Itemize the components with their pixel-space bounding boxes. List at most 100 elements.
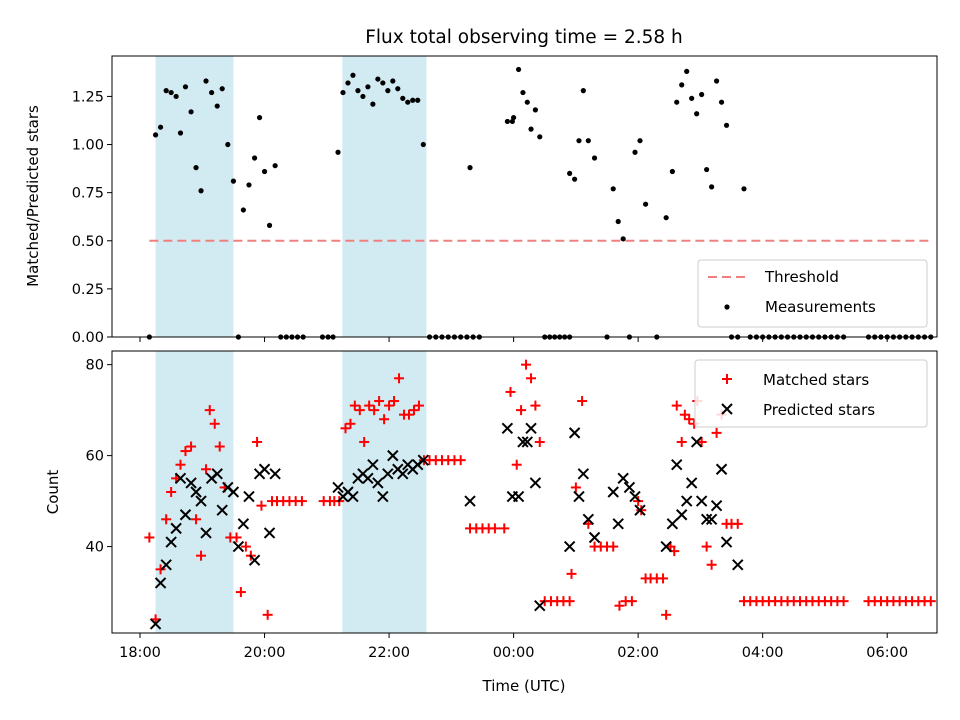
predicted-star-point [577,468,590,480]
predicted-star-point [372,477,384,489]
y-tick-label: 0.00 [72,330,104,346]
matched-star-point [408,405,419,416]
legend-threshold-label: Threshold [764,268,839,286]
matched-star-point [696,436,707,447]
measurement-point [723,122,730,128]
measurement-point [266,222,273,228]
measurement-point [240,207,246,213]
measurement-point [415,97,421,103]
measurement-point [643,201,649,207]
predicted-star-point [525,422,537,435]
predicted-star-point [501,422,514,435]
matched-star-point [658,573,669,584]
predicted-star-point [200,527,212,539]
matched-star-point [296,496,307,507]
chart-title: Flux total observing time = 2.58 h [365,27,683,48]
matched-star-point [577,396,588,407]
measurement-point [580,88,586,94]
predicted-star-point [680,495,693,507]
legend-top: Threshold Measurements [697,259,928,328]
predicted-star-point [362,472,374,485]
predicted-star-point [612,518,624,530]
matched-star-point [516,405,527,416]
matched-star-point [608,541,619,552]
x-tick-label: 06:00 [866,645,908,661]
measurement-point [261,168,268,175]
x-tick-label: 20:00 [244,645,286,661]
shaded-intervals-top [155,56,427,337]
predicted-star-point [710,499,723,512]
predicted-star-point [160,559,172,571]
predicted-star-point [190,486,202,498]
measurement-point [615,218,621,225]
axes-frame-bottom [111,350,938,634]
measurement-point [203,78,209,84]
measurement-point [689,95,695,101]
measurement-point [567,170,573,177]
measurement-point [246,182,252,188]
count-points [144,359,936,630]
matched-star-point [155,564,166,575]
matched-star-point [389,396,400,407]
matched-star-point [201,464,212,475]
matched-star-point [614,600,625,611]
measurement-point [157,124,164,130]
measurement-point [380,80,386,86]
measurement-point [188,109,194,115]
y-tick-label: 80 [86,358,104,374]
predicted-star-point [397,468,409,480]
matched-star-point [505,386,516,397]
y-tick-label: 0.75 [72,186,104,202]
matched-star-point [706,559,717,570]
measurement-point [572,176,578,182]
predicted-star-point [170,522,182,535]
matched-star-point [180,446,191,457]
x-ticks-top [139,337,888,342]
measurement-point [230,178,237,184]
measurement-point [532,107,538,113]
y-tick-label: 1.00 [72,138,104,154]
measurement-point [219,86,225,92]
predicted-star-point [623,481,636,494]
predicted-star-point [179,509,192,521]
matched-star-point [256,500,267,511]
x-ticks-bottom: 18:00 20:00 22:00 00:00 02:00 04:00 06:00 [119,633,908,661]
matched-star-point [384,400,395,411]
predicted-star-point [521,436,534,448]
shaded-interval [342,351,427,633]
predicted-star-point [695,495,708,507]
measurement-point [168,89,174,96]
predicted-star-point [676,509,688,521]
legend-matched-label: Matched stars [763,371,869,389]
matched-star-point [413,400,424,411]
measurement-point [420,141,426,148]
measurement-point [390,78,396,84]
measurement-point [214,103,220,109]
matched-star-point [521,359,532,370]
x-axis-label: Time (UTC) [482,677,566,695]
legend-matched-marker [722,374,732,384]
predicted-star-point [660,540,672,553]
matched-star-point [570,482,581,493]
predicted-star-point [174,472,187,485]
y-axis-label-top: Matched/Predicted stars [24,105,42,287]
x-tick-label: 22:00 [368,645,410,661]
predicted-star-point [377,490,389,503]
measurement-point [674,99,680,105]
predicted-star-point [232,540,245,553]
y-ticks-bottom: 40 60 80 [86,358,112,556]
y-tick-label: 0.25 [72,282,104,298]
predicted-star-point [588,531,601,544]
measurement-point [704,166,710,173]
measurement-point [632,149,638,155]
predicted-star-point [529,477,542,489]
x-tick-label: 18:00 [119,645,161,661]
predicted-star-point [534,600,546,612]
y-ticks-top: 0.00 0.25 0.50 0.75 1.00 1.25 [72,89,112,346]
matched-star-point [838,596,849,607]
predicted-star-point [269,468,281,480]
predicted-star-point [237,518,250,530]
legend-box-bottom [694,359,928,428]
legend-measurements-swatch [724,304,730,310]
legend-measurements-label: Measurements [765,298,876,316]
